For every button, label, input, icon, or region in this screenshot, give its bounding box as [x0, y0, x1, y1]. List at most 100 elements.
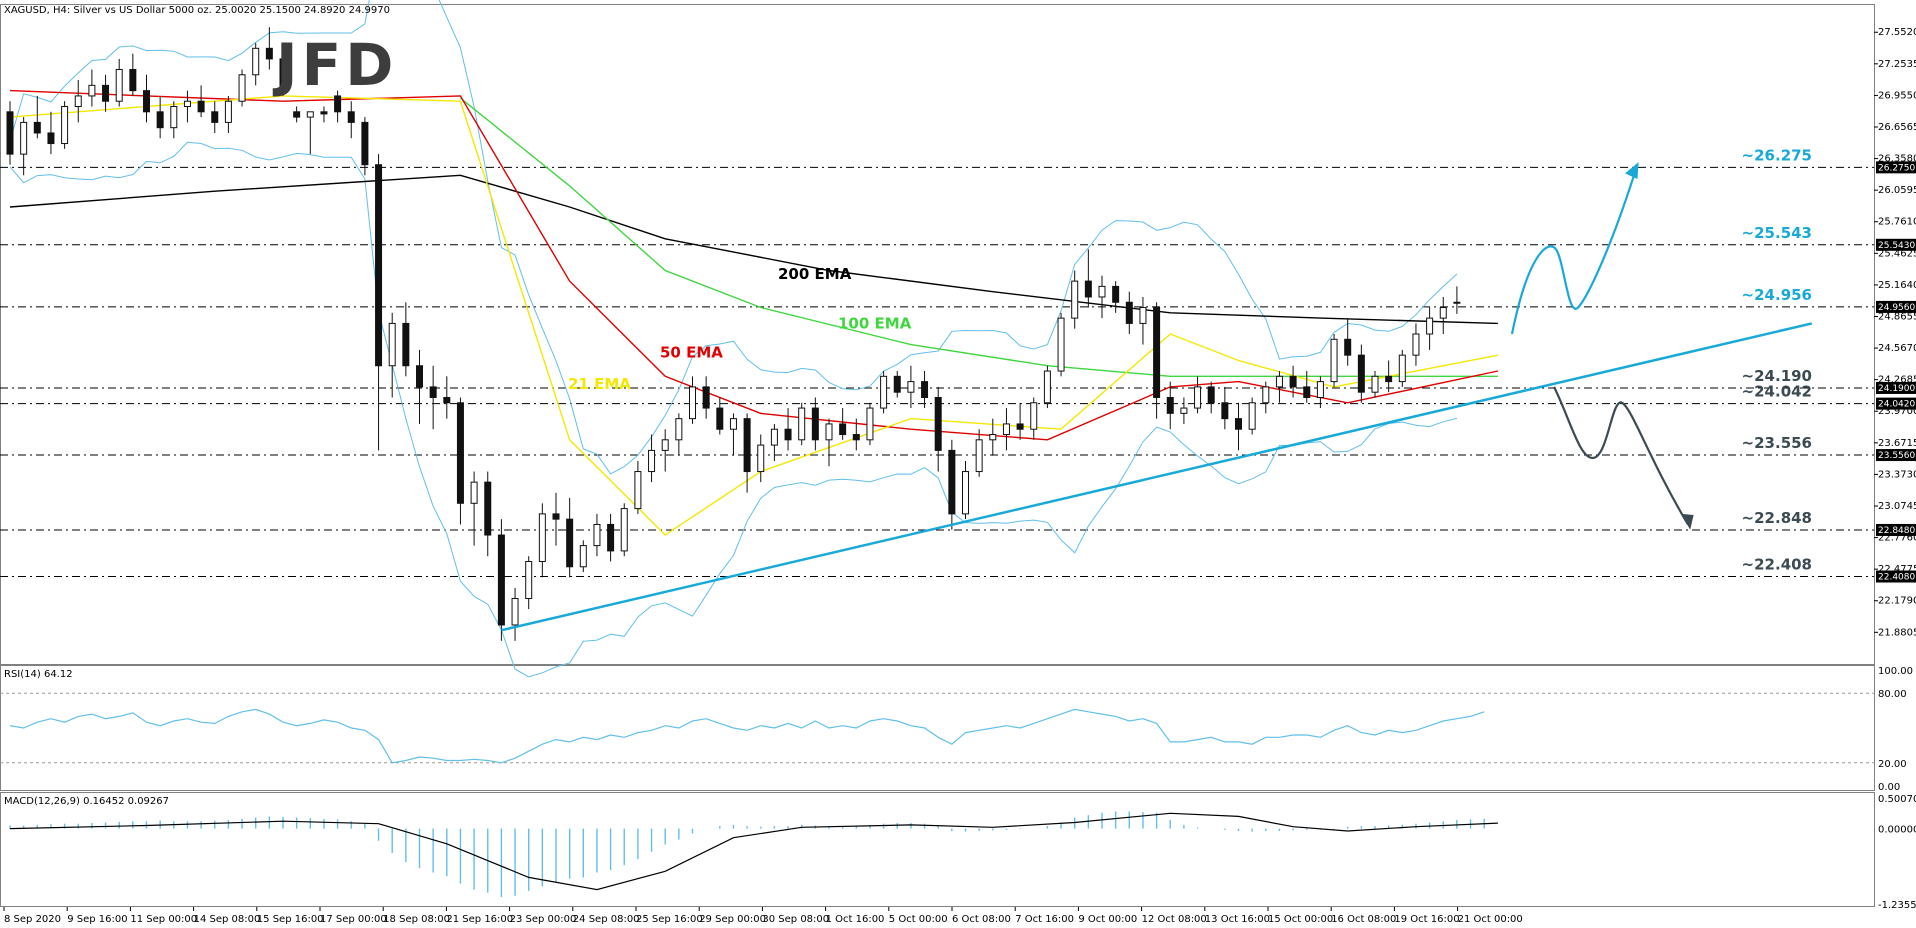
candle-bull	[825, 423, 833, 441]
candle-bear	[716, 407, 724, 430]
price-tick-label: 22.1790	[1878, 596, 1916, 607]
candle-bull	[470, 481, 478, 504]
time-tick-label: 8 Sep 2020	[4, 914, 61, 925]
ema-label: 21 EMA	[568, 375, 631, 393]
candle-bear	[279, 58, 287, 92]
rsi-tick-label: 80.00	[1878, 689, 1907, 700]
candle-bull	[866, 407, 874, 441]
candle-bear	[1084, 280, 1092, 298]
level-badge: 25.5430	[1878, 241, 1915, 251]
ema-100-line	[459, 97, 1498, 377]
candle-bear	[1289, 375, 1297, 388]
level-badge-bg	[1876, 238, 1916, 251]
macd-panel-frame	[0, 792, 1875, 907]
level-badge: 24.1900	[1878, 384, 1915, 394]
candle-bear	[784, 428, 792, 441]
macd-tick-label: 0.50070	[1878, 794, 1916, 805]
ema-21-line	[9, 95, 1499, 536]
time-tick-label: 25 Sep 16:00	[636, 914, 703, 925]
candle-bear	[552, 513, 560, 520]
candle-bear	[334, 95, 342, 113]
macd-tick-label: -1.23550	[1878, 900, 1916, 911]
candle-bull	[962, 471, 969, 515]
price-tick-label: 23.9700	[1878, 406, 1916, 417]
candle-bull	[593, 523, 601, 547]
candle-bull	[252, 47, 260, 76]
time-tick-label: 18 Sep 08:00	[383, 914, 450, 925]
candle-bull	[729, 418, 737, 430]
ema-label: 100 EMA	[838, 315, 912, 333]
level-label: ~24.956	[1742, 286, 1812, 304]
price-tick-label: 27.2535	[1878, 59, 1916, 70]
rsi-tick-label: 20.00	[1878, 759, 1907, 770]
candle-bull	[757, 444, 765, 473]
candle-bear	[102, 84, 110, 102]
candle-bear	[893, 375, 901, 393]
level-label: ~23.556	[1742, 434, 1812, 452]
candle-bull	[1371, 375, 1379, 393]
level-badge-bg	[1876, 397, 1916, 410]
price-tick-label: 24.2685	[1878, 375, 1916, 386]
candle-bull	[689, 386, 696, 420]
time-tick-label: 11 Sep 00:00	[130, 914, 197, 925]
candle-bear	[129, 68, 137, 92]
level-badge: 22.4080	[1878, 573, 1915, 583]
macd-tick-label: 0.00000	[1878, 825, 1916, 836]
candle-bull	[1412, 333, 1420, 356]
macd-plot-layer	[9, 811, 1498, 897]
scenario-down-arrow	[1553, 386, 1689, 526]
price-tick-label: 25.7610	[1878, 217, 1916, 228]
price-tick-label: 26.3580	[1878, 154, 1916, 165]
candle-bear	[211, 111, 219, 123]
candle-bear	[743, 418, 751, 473]
time-tick-label: 12 Oct 08:00	[1142, 914, 1207, 925]
level-badge-bg	[1876, 523, 1916, 536]
rsi-tick-label: 100.00	[1878, 666, 1913, 677]
price-tick-label: 26.0595	[1878, 185, 1916, 196]
price-tick-label: 23.0745	[1878, 501, 1916, 512]
price-tick-label: 24.5670	[1878, 343, 1916, 354]
candle-bear	[921, 381, 929, 398]
candle-bear	[429, 386, 437, 398]
candle-bear	[948, 449, 956, 515]
candle-bear	[416, 365, 423, 388]
candle-bull	[183, 100, 191, 108]
price-tick-label: 26.6565	[1878, 122, 1916, 133]
candle-bull	[907, 381, 915, 393]
time-tick-label: 9 Sep 16:00	[67, 914, 127, 925]
price-tick-label: 25.1640	[1878, 280, 1916, 291]
scenario-up-arrow	[1510, 174, 1636, 335]
candle-bear	[1153, 307, 1161, 398]
candle-bull	[1248, 402, 1256, 430]
price-tick-label: 24.8655	[1878, 311, 1916, 322]
candle-bull	[61, 106, 69, 145]
axis-layer: 26.2750 25.5430 24.9560 24.1900 24.0420 23.55…	[3, 27, 1916, 925]
candle-bear	[33, 121, 41, 134]
candle-bull	[224, 100, 232, 123]
ema-50-line	[9, 89, 1499, 441]
candle-bull	[1275, 375, 1283, 388]
candle-bear	[347, 111, 355, 123]
candle-bull	[1426, 317, 1434, 335]
level-badge: 24.0420	[1878, 400, 1915, 410]
candle-bear	[1344, 338, 1352, 356]
candle-bull	[1316, 381, 1324, 398]
candle-bear	[197, 100, 205, 113]
rsi-panel-frame	[0, 665, 1875, 791]
arrow-up-head	[1625, 162, 1639, 180]
candle-bear	[1166, 396, 1174, 414]
price-tick-label: 23.3730	[1878, 469, 1916, 480]
candle-bear	[702, 386, 710, 409]
candle-bear	[47, 132, 55, 145]
candle-bull	[1180, 407, 1188, 414]
candle-bull	[1043, 370, 1051, 404]
candle-bear	[934, 396, 942, 451]
candle-bull	[538, 513, 546, 562]
time-tick-label: 19 Oct 16:00	[1394, 914, 1459, 925]
candle-bear	[293, 111, 301, 118]
trendline	[501, 322, 1813, 632]
candle-bull	[1453, 301, 1461, 304]
candle-bull	[511, 598, 519, 626]
upper-band-line	[9, 0, 1458, 475]
